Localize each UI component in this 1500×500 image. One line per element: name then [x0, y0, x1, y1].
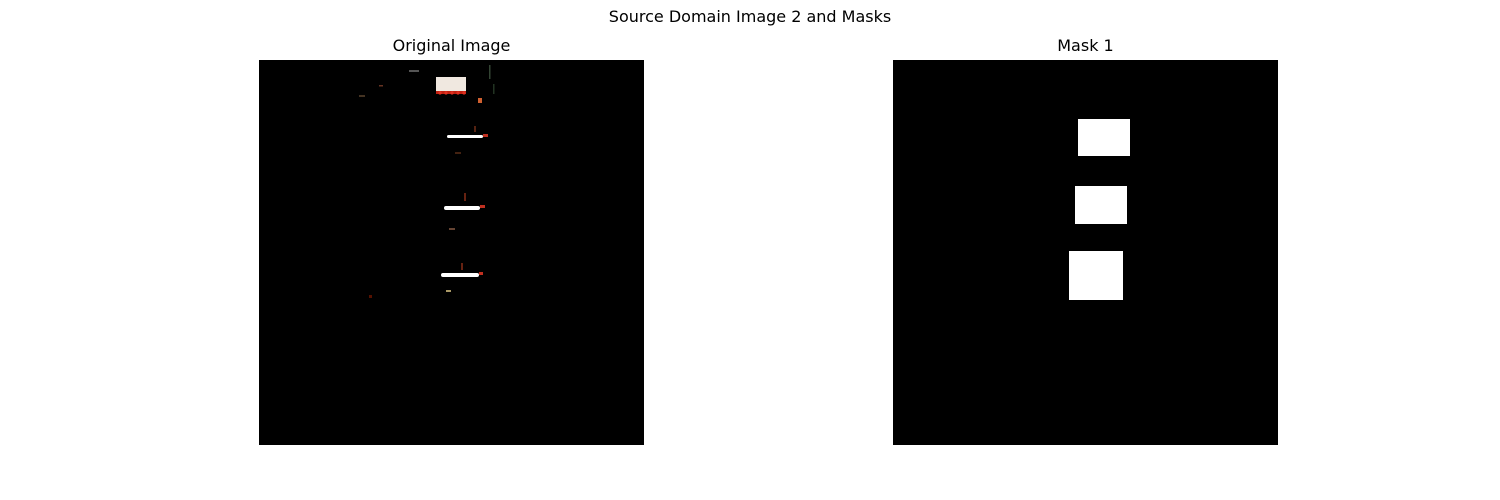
mask-region	[1078, 119, 1130, 156]
mask-region	[1069, 251, 1123, 300]
original-image-canvas	[259, 60, 644, 445]
light-streak	[447, 135, 483, 138]
original-image-title: Original Image	[392, 36, 511, 55]
bright-sign	[436, 77, 466, 91]
mask-region	[1075, 186, 1127, 224]
figure-title: Source Domain Image 2 and Masks	[608, 7, 892, 26]
light-streak	[441, 273, 479, 277]
mask-title: Mask 1	[1057, 36, 1114, 55]
light-streak	[444, 206, 480, 210]
original-image	[259, 60, 644, 445]
mask-image	[893, 60, 1278, 445]
